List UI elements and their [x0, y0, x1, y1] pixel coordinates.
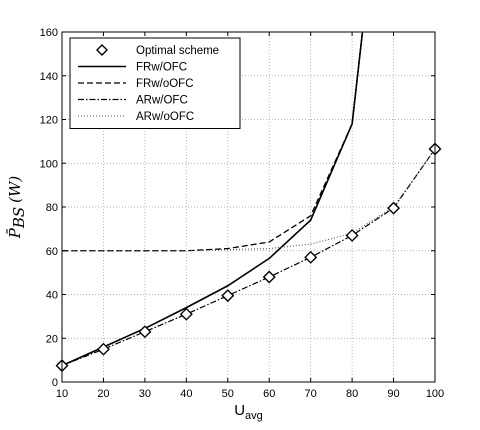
- x-tick-label: 20: [97, 388, 109, 400]
- optimal-scheme-marker: [221, 289, 235, 303]
- x-axis-label-main: U: [234, 402, 245, 419]
- x-tick-label: 100: [426, 388, 444, 400]
- y-tick-label: 0: [52, 377, 58, 389]
- y-tick-label: 40: [46, 290, 58, 302]
- x-tick-label: 50: [222, 388, 234, 400]
- y-tick-label: 120: [40, 115, 58, 127]
- grid: [62, 32, 435, 382]
- y-axis-label-sub: BS: [10, 207, 28, 229]
- optimal-scheme-marker: [96, 342, 110, 356]
- series-line-2: [62, 31, 364, 252]
- series-line-4: [62, 148, 436, 252]
- x-tick-label: 10: [56, 388, 68, 400]
- optimal-scheme-marker: [304, 250, 318, 264]
- optimal-scheme-marker: [138, 325, 152, 339]
- y-tick-label: 100: [40, 158, 58, 170]
- y-axis-label: P̄BS (W): [6, 176, 28, 240]
- x-axis-label-sub: avg: [245, 410, 263, 422]
- legend: Optimal scheme FRw/OFC FRw/oOFC ARw/OFC ARw/…: [69, 37, 241, 129]
- legend-label-1: FRw/OFC: [136, 62, 187, 74]
- series-line-3: [61, 148, 436, 367]
- x-tick-label: 70: [305, 388, 317, 400]
- x-tick-label: 80: [346, 388, 358, 400]
- y-tick-label: 80: [46, 202, 58, 214]
- y-tick-label: 160: [40, 27, 58, 39]
- legend-label-0: Optimal scheme: [136, 45, 219, 57]
- legend-marker-diamond: [96, 44, 108, 56]
- optimal-scheme-marker: [262, 270, 276, 284]
- series-group: [61, 31, 436, 367]
- marker-group: [55, 142, 442, 373]
- legend-label-2: FRw/oOFC: [136, 78, 194, 90]
- x-tick-label: 90: [387, 388, 399, 400]
- optimal-scheme-marker: [345, 228, 359, 242]
- optimal-scheme-marker: [179, 307, 193, 321]
- x-tick-label: 60: [263, 388, 275, 400]
- y-axis-label-unit: (W): [6, 176, 24, 203]
- y-tick-label: 20: [46, 333, 58, 345]
- plot-frame: [61, 31, 436, 383]
- legend-label-3: ARw/OFC: [136, 95, 188, 107]
- y-tick-label: 140: [40, 71, 58, 83]
- legend-label-4: ARw/oOFC: [136, 111, 194, 123]
- y-axis-label-main: P̄: [6, 227, 24, 239]
- x-axis-label: Uavg: [234, 402, 263, 422]
- series-line-1: [61, 31, 364, 367]
- optimal-scheme-marker: [387, 201, 401, 215]
- x-tick-label: 30: [139, 388, 151, 400]
- y-tick-label: 60: [46, 246, 58, 258]
- x-tick-label: 40: [180, 388, 192, 400]
